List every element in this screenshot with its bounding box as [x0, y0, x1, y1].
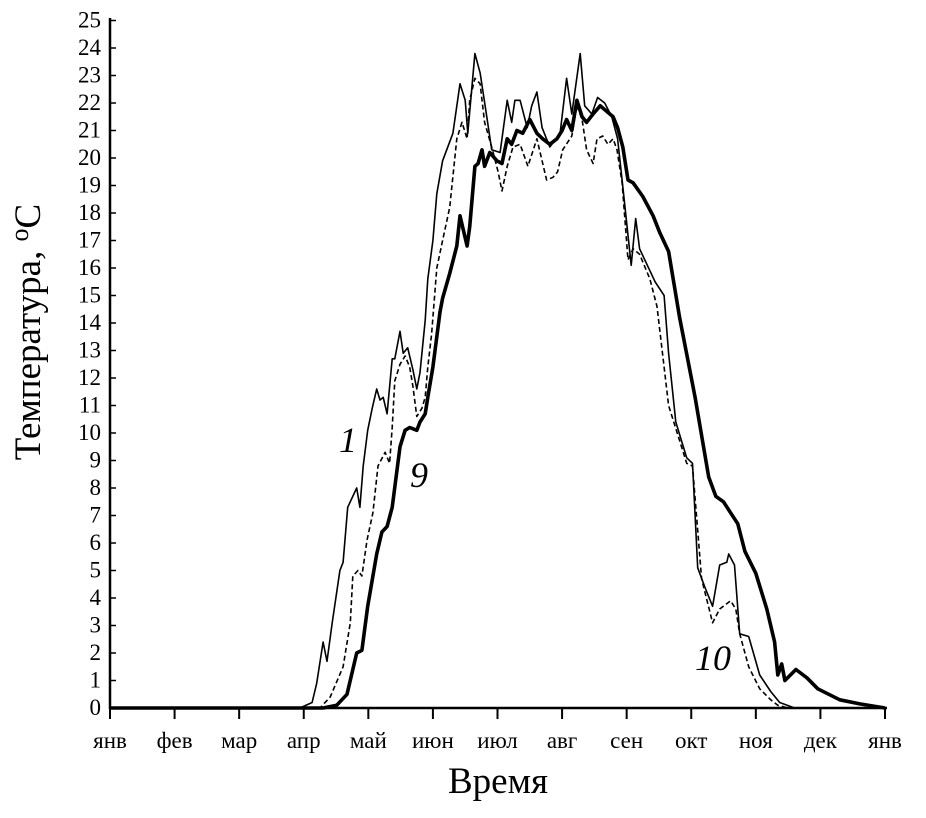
series-label-9: 9 [410, 455, 428, 495]
x-tick-label: фев [157, 728, 193, 753]
x-tick-label: мар [221, 728, 257, 753]
x-tick-label: ноя [739, 728, 773, 753]
y-tick-label: 22 [78, 90, 101, 115]
series-line-10 [110, 98, 886, 710]
y-tick-label: 0 [90, 695, 102, 720]
y-tick-label: 3 [90, 613, 102, 638]
y-tick-label: 5 [90, 558, 102, 583]
x-tick-label: апр [287, 728, 321, 753]
y-ticks: 0123456789101112131415161718192021222324… [78, 8, 116, 720]
y-tick-label: 2 [90, 640, 102, 665]
y-tick-label: 11 [79, 393, 101, 418]
x-tick-label: окт [675, 728, 707, 753]
x-tick-label: сен [610, 728, 643, 753]
y-tick-label: 4 [90, 585, 102, 610]
y-tick-label: 15 [78, 283, 101, 308]
x-tick-label: авг [547, 728, 578, 753]
y-tick-label: 25 [78, 8, 101, 33]
x-tick-label: июл [477, 728, 517, 753]
x-tick-label: июн [412, 728, 454, 753]
y-axis-title: Температура, оС [5, 204, 49, 461]
x-axis-title: Время [448, 761, 548, 802]
y-tick-label: 16 [78, 255, 101, 280]
series-label-10: 10 [695, 638, 731, 678]
y-tick-label: 13 [78, 338, 101, 363]
y-tick-label: 14 [78, 310, 102, 335]
x-tick-label: май [350, 728, 387, 753]
x-tick-label: янв [868, 728, 902, 753]
y-tick-label: 17 [78, 228, 101, 253]
series-layer [110, 52, 886, 710]
y-tick-label: 24 [78, 35, 102, 60]
y-tick-label: 21 [78, 118, 101, 143]
x-tick-label: янв [93, 728, 127, 753]
y-tick-label: 10 [78, 420, 101, 445]
y-tick-label: 12 [78, 365, 101, 390]
y-tick-label: 8 [90, 475, 102, 500]
y-tick-label: 18 [78, 200, 101, 225]
y-tick-label: 20 [78, 145, 101, 170]
series-label-1: 1 [339, 420, 357, 460]
y-tick-label: 23 [78, 63, 101, 88]
y-tick-label: 9 [90, 448, 102, 473]
x-ticks: янв фев мар апр май июн июл авг сен окт ноя дек янв [93, 708, 902, 753]
y-tick-label: 7 [90, 503, 102, 528]
y-tick-label: 19 [78, 173, 101, 198]
x-tick-label: дек [804, 728, 838, 753]
y-tick-label: 1 [90, 668, 102, 693]
series-line-1 [110, 52, 885, 709]
y-tick-label: 6 [90, 530, 102, 555]
